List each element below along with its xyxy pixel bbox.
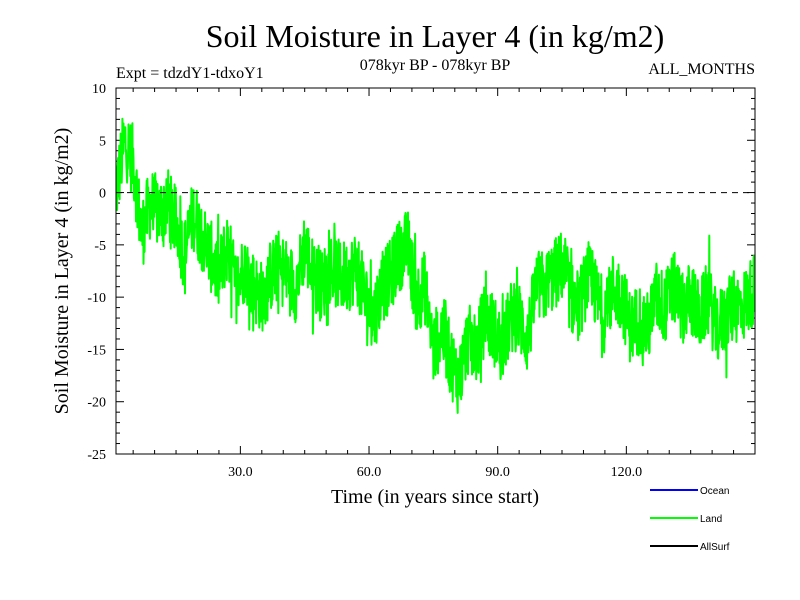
x-tick-label: 30.0 xyxy=(228,465,253,480)
series-layer xyxy=(116,117,755,414)
y-tick-label: 10 xyxy=(92,82,106,97)
x-tick-label: 90.0 xyxy=(485,465,510,480)
legend-label-ocean: Ocean xyxy=(700,486,729,497)
y-axis-label: Soil Moisture in Layer 4 (in kg/m2) xyxy=(51,128,73,415)
y-tick-label: -10 xyxy=(87,291,106,306)
plot-frame xyxy=(115,87,756,455)
subtitle-period: 078kyr BP - 078kyr BP xyxy=(360,57,511,74)
series-line-land xyxy=(116,117,755,414)
y-tick-label: -20 xyxy=(87,396,106,411)
subtitle-months: ALL_MONTHS xyxy=(648,61,755,78)
x-tick-label: 120.0 xyxy=(611,465,643,480)
subtitle-experiment: Expt = tdzdY1-tdxoY1 xyxy=(116,65,264,82)
y-tick-label: -25 xyxy=(87,448,106,463)
y-tick-label: -15 xyxy=(87,343,106,358)
legend: Ocean Land AllSurf xyxy=(650,486,730,553)
legend-label-land: Land xyxy=(700,514,722,525)
chart-title: Soil Moisture in Layer 4 (in kg/m2) xyxy=(206,18,665,54)
axis-ticks xyxy=(116,87,755,455)
legend-label-allsurf: AllSurf xyxy=(700,542,730,553)
y-tick-label: 5 xyxy=(99,134,106,149)
x-axis-label: Time (in years since start) xyxy=(331,486,539,508)
y-tick-label: 0 xyxy=(99,187,106,202)
y-tick-label: -5 xyxy=(94,239,106,254)
axis-tick-labels: 10 5 0 -5 -10 -15 -20 -25 30.0 60.0 90.0 120.0 xyxy=(87,82,642,480)
x-tick-label: 60.0 xyxy=(357,465,382,480)
